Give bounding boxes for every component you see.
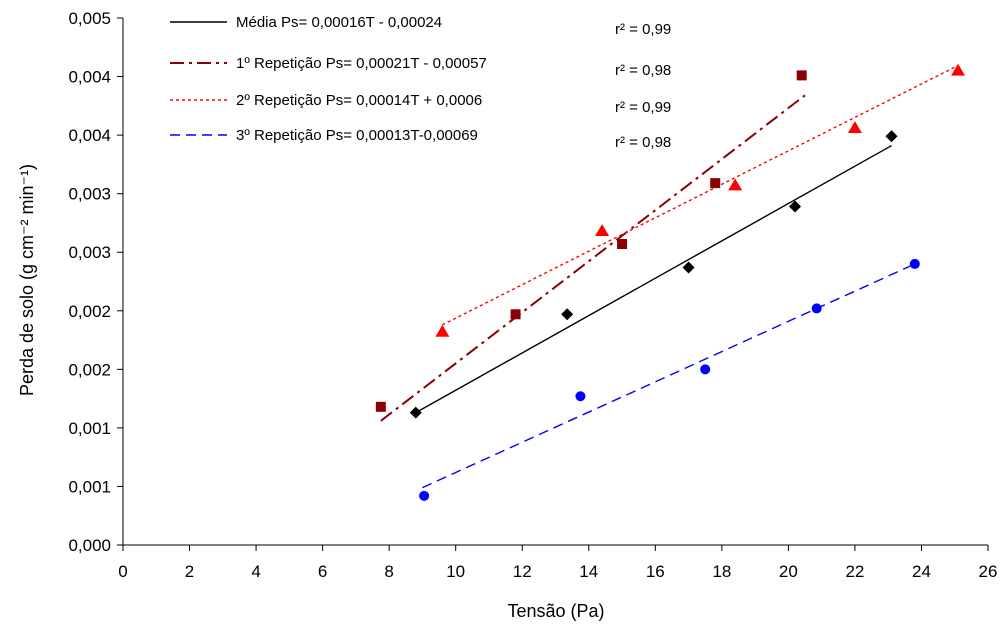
y-tick-label: 0,002 (68, 302, 111, 321)
x-tick-label: 20 (779, 562, 798, 581)
data-point-square (796, 70, 807, 81)
data-point-triangle (847, 121, 862, 133)
legend-r2: r² = 0,98 (615, 62, 671, 79)
y-tick-label: 0,000 (68, 536, 111, 555)
data-point-circle (909, 258, 920, 269)
data-point-square (710, 178, 721, 189)
x-tick-label: 2 (185, 562, 194, 581)
x-axis-title: Tensão (Pa) (507, 601, 604, 621)
data-point-diamond (789, 200, 802, 213)
y-tick-label: 0,004 (68, 68, 111, 87)
data-point-square (617, 239, 628, 250)
data-point-triangle (435, 324, 450, 337)
legend-label: Média Ps= 0,00016T - 0,00024 (236, 14, 442, 31)
data-point-circle (419, 490, 430, 501)
x-tick-label: 22 (845, 562, 864, 581)
y-axis-ticks: 0,000 0,001 0,001 0,002 0,002 0,003 0,003 0,004… (68, 9, 123, 555)
legend-label: 1º Repetição Ps= 0,00021T - 0,00057 (236, 55, 487, 72)
legend-label: 3º Repetição Ps= 0,00013T-0,00069 (236, 127, 478, 144)
data-points (375, 63, 966, 501)
data-point-triangle (595, 224, 610, 237)
y-tick-label: 0,004 (68, 126, 111, 145)
x-tick-label: 18 (712, 562, 731, 581)
x-tick-label: 8 (384, 562, 393, 581)
x-tick-label: 4 (251, 562, 260, 581)
x-tick-label: 24 (912, 562, 931, 581)
x-tick-label: 26 (979, 562, 998, 581)
data-point-circle (575, 391, 586, 402)
trend-lines (380, 66, 956, 489)
data-point-diamond (409, 406, 422, 419)
legend-r2: r² = 0,99 (615, 99, 671, 116)
trend-line (415, 145, 892, 414)
y-tick-label: 0,003 (68, 243, 111, 262)
data-point-diamond (682, 261, 695, 274)
trend-line (442, 66, 956, 326)
x-tick-label: 16 (646, 562, 665, 581)
y-tick-label: 0,001 (68, 419, 111, 438)
legend-label: 2º Repetição Ps= 0,00014T + 0,0006 (236, 92, 482, 109)
data-point-circle (811, 303, 822, 314)
data-point-square (375, 401, 386, 412)
x-axis-ticks: 0 2 4 6 8 10 12 14 16 18 20 22 24 26 (118, 545, 997, 581)
data-point-diamond (561, 308, 574, 321)
y-tick-label: 0,001 (68, 477, 111, 496)
x-tick-label: 10 (446, 562, 465, 581)
x-tick-label: 0 (118, 562, 127, 581)
data-point-triangle (951, 63, 966, 76)
y-tick-label: 0,005 (68, 9, 111, 28)
x-tick-label: 6 (318, 562, 327, 581)
data-point-triangle (728, 178, 743, 191)
legend-r2: r² = 0,99 (615, 21, 671, 38)
legend: Média Ps= 0,00016T - 0,00024 r² = 0,99 1º … (170, 14, 671, 151)
y-tick-label: 0,003 (68, 185, 111, 204)
data-point-diamond (885, 130, 898, 143)
legend-r2: r² = 0,98 (615, 134, 671, 151)
y-axis-title: Perda de solo (g cm⁻² min⁻¹) (17, 164, 37, 396)
data-point-circle (700, 364, 711, 375)
x-tick-label: 12 (513, 562, 532, 581)
data-point-square (510, 309, 521, 320)
axes (122, 18, 988, 546)
trend-line (422, 263, 916, 489)
y-tick-label: 0,002 (68, 360, 111, 379)
trend-line (380, 94, 806, 422)
x-tick-label: 14 (579, 562, 598, 581)
